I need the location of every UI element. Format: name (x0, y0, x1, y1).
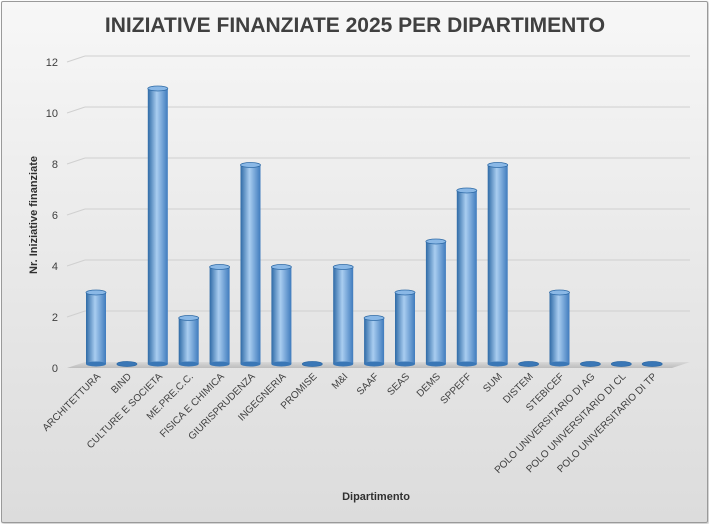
bar-bottom (487, 361, 508, 367)
bar-body (147, 88, 168, 364)
bar-top (85, 289, 107, 296)
bar (580, 361, 601, 367)
chart-title: INIZIATIVE FINANZIATE 2025 PER DIPARTIME… (105, 14, 605, 37)
bar-top (487, 162, 509, 168)
x-tick-label: SAAF (355, 371, 381, 397)
bar-zero-disc (610, 361, 632, 367)
bar-top (209, 264, 231, 270)
bar-zero-disc (641, 361, 663, 367)
x-tick-label: BIND (109, 371, 134, 396)
bar-body (487, 165, 508, 364)
bar (487, 162, 509, 367)
bar (209, 264, 231, 367)
bar-body (549, 292, 570, 364)
bar-body (178, 318, 199, 364)
x-axis-label: Dipartimento (342, 491, 410, 503)
bar-top (270, 264, 292, 270)
bar-body (425, 241, 446, 364)
bar-top (456, 187, 478, 194)
gridline-depth (66, 157, 86, 165)
bar-bottom (364, 361, 385, 367)
bar (332, 264, 354, 367)
bar-bottom (178, 361, 199, 367)
bar (518, 361, 539, 367)
gridlines (66, 55, 690, 318)
y-tick-label: 10 (46, 108, 58, 120)
bar-bottom (86, 361, 106, 367)
bar-body (456, 190, 477, 364)
bar-bottom (271, 361, 292, 367)
bar-top (178, 315, 200, 321)
bar-bottom (456, 361, 477, 367)
bar-body (209, 267, 230, 364)
x-tick-label: SPPEFF (439, 371, 474, 406)
bar (549, 289, 570, 367)
x-tick-label: ARCHITETTURA (41, 371, 104, 434)
bar (641, 361, 663, 367)
bar-body (364, 318, 385, 364)
bar (178, 315, 200, 367)
bar-top (147, 85, 169, 92)
bar-top (394, 289, 416, 296)
bar-top (425, 238, 447, 245)
bar-body (395, 292, 415, 364)
y-axis-label: Nr. Iniziative finanziate (28, 156, 40, 274)
bar (301, 361, 323, 367)
y-axis-ticks: 0 2 4 6 8 10 12 (46, 57, 58, 375)
bar (240, 162, 261, 367)
bar-bottom (147, 361, 168, 367)
bar-body (271, 267, 292, 364)
bar (363, 315, 385, 367)
bar (394, 289, 416, 367)
y-tick-label: 2 (52, 312, 58, 324)
y-tick-label: 12 (46, 57, 58, 69)
bar-bottom (240, 361, 261, 367)
bar-zero-disc (580, 361, 601, 367)
x-tick-label: SUM (481, 371, 505, 395)
bar (425, 238, 447, 367)
y-tick-label: 0 (52, 363, 58, 375)
bars (85, 85, 663, 367)
bar-bottom (549, 361, 570, 367)
bar-bottom (425, 361, 446, 367)
bar-top (363, 315, 385, 321)
bar-top (332, 264, 354, 270)
bar-bottom (209, 361, 230, 367)
bar-zero-disc (116, 361, 138, 367)
gridline-depth (66, 106, 86, 114)
bar (456, 187, 478, 367)
y-tick-label: 6 (52, 210, 58, 222)
gridline-depth (66, 55, 86, 63)
gridline-depth (66, 310, 86, 318)
y-tick-label: 4 (52, 261, 58, 273)
gridline-depth (66, 259, 86, 267)
bar (116, 361, 138, 367)
bar-top (240, 162, 261, 168)
bar-body (86, 292, 106, 364)
bar-bottom (395, 361, 415, 367)
bar-body (240, 165, 261, 364)
bar (610, 361, 632, 367)
bar-body (333, 267, 354, 364)
gridline-depth (66, 208, 86, 216)
bar (85, 289, 107, 367)
x-tick-label: M&I (330, 371, 350, 391)
bar-top (549, 289, 570, 296)
bar-bottom (333, 361, 354, 367)
bar (270, 264, 292, 367)
x-tick-label: DEMS (415, 371, 443, 399)
x-tick-label: SEAS (385, 371, 412, 398)
bar-zero-disc (301, 361, 323, 367)
bar-zero-disc (518, 361, 539, 367)
bar (147, 85, 169, 367)
y-tick-label: 8 (52, 159, 58, 171)
